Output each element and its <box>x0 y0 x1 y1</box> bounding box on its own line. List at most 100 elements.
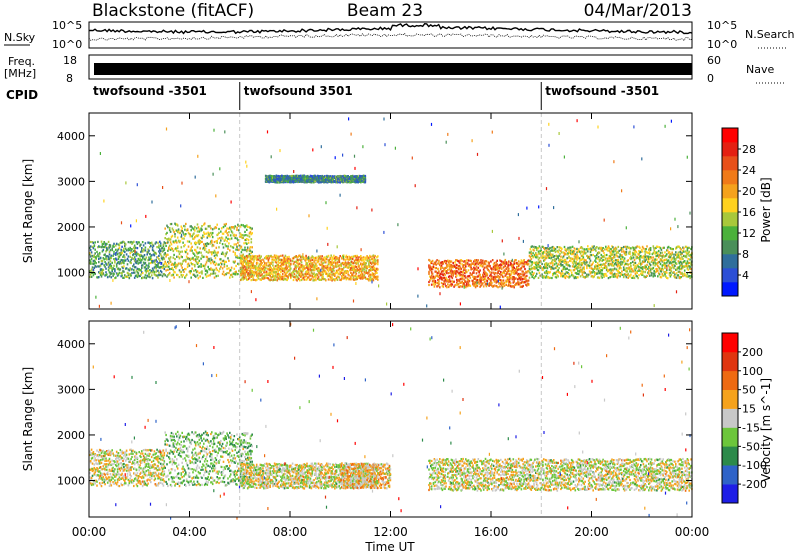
echo-cell <box>146 253 148 256</box>
echo-cell <box>583 276 585 279</box>
echo-cell <box>459 259 462 262</box>
echo-cell <box>516 271 518 274</box>
echo-cell <box>468 263 471 266</box>
echo-cell <box>205 232 208 235</box>
echo-cell <box>643 255 646 258</box>
echo-cell <box>550 249 552 252</box>
echo-cell <box>267 265 270 268</box>
echo-cell <box>683 260 685 263</box>
echo-cell <box>683 250 685 253</box>
echo-cell <box>345 262 348 265</box>
echo-cell <box>459 277 462 281</box>
echo-cell <box>315 177 317 180</box>
echo-cell <box>341 256 343 259</box>
echo-cell <box>675 258 677 261</box>
echo-cell <box>89 245 92 248</box>
echo-cell <box>335 177 338 180</box>
echo-cell <box>561 247 563 250</box>
echo-cell <box>350 256 352 259</box>
echo-cell <box>604 274 606 277</box>
echo-cell <box>265 276 268 279</box>
echo-cell <box>243 225 245 228</box>
echo-cell <box>176 255 178 258</box>
echo-cell <box>334 255 337 259</box>
echo-cell <box>341 268 343 271</box>
echo-cell <box>632 252 635 255</box>
echo-cell <box>121 271 123 274</box>
echo-cell <box>667 264 670 267</box>
echo-cell <box>547 254 550 257</box>
echo-cell <box>235 270 237 273</box>
echo-cell <box>586 261 588 264</box>
echo-cell <box>570 269 572 272</box>
echo-cell <box>241 234 244 237</box>
echo-cell <box>249 268 252 271</box>
echo-cell <box>215 253 218 256</box>
echo-cell <box>222 232 225 235</box>
echo-cell <box>588 257 591 260</box>
echo-cell <box>313 261 315 264</box>
echo-cell <box>625 251 628 254</box>
echo-cell <box>313 279 315 282</box>
echo-cell <box>558 260 560 263</box>
echo-cell <box>543 275 545 278</box>
echo-cell <box>199 241 201 244</box>
echo-cell <box>321 267 323 270</box>
echo-cell <box>576 272 578 275</box>
echo-cell <box>178 240 181 243</box>
echo-cell <box>538 261 541 264</box>
echo-cell <box>335 180 338 183</box>
echo-cell <box>549 251 551 254</box>
echo-cell <box>242 263 244 266</box>
echo-cell <box>89 262 91 265</box>
echo-cell <box>326 178 329 181</box>
echo-cell <box>550 257 552 260</box>
echo-cell <box>200 265 202 268</box>
echo-cell <box>329 275 332 279</box>
echo-cell <box>564 248 567 251</box>
echo-cell <box>163 257 166 260</box>
echo-cell <box>322 267 324 270</box>
echo-cell <box>126 257 129 260</box>
echo-cell <box>98 245 100 248</box>
echo-cell <box>334 265 337 268</box>
echo-cell <box>106 248 109 251</box>
echo-cell <box>312 272 314 276</box>
echo-cell <box>273 278 276 281</box>
echo-cell <box>286 259 288 262</box>
echo-cell <box>224 255 227 258</box>
echo-cell <box>364 258 367 261</box>
echo-cell <box>156 246 158 249</box>
echo-cell <box>630 267 632 270</box>
echo-cell <box>115 248 117 251</box>
echo-cell <box>452 261 454 265</box>
echo-cell <box>463 282 465 285</box>
echo-cell <box>255 273 258 276</box>
echo-cell <box>101 268 104 271</box>
echo-cell <box>140 268 142 272</box>
echo-cell <box>493 284 496 287</box>
echo-cell <box>213 276 216 279</box>
echo-cell <box>555 276 558 279</box>
echo-cell <box>341 177 343 180</box>
echo-cell <box>230 230 233 233</box>
echo-cell <box>332 180 334 183</box>
echo-cell <box>502 282 505 285</box>
echo-cell <box>375 270 377 273</box>
echo-cell <box>465 271 468 274</box>
echo-cell <box>243 248 245 252</box>
echo-cell <box>367 278 369 281</box>
echo-cell <box>367 257 369 260</box>
echo-cell <box>133 247 136 250</box>
echo-cell <box>549 262 551 265</box>
echo-cell <box>263 271 265 274</box>
echo-cell <box>680 264 682 267</box>
echo-cell <box>368 271 370 274</box>
echo-cell <box>571 261 574 264</box>
echo-cell <box>300 258 303 261</box>
echo-cell <box>585 259 587 262</box>
echo-cell <box>360 263 363 266</box>
echo-cell <box>679 267 681 270</box>
echo-cell <box>580 258 583 261</box>
echo-cell <box>498 282 500 285</box>
